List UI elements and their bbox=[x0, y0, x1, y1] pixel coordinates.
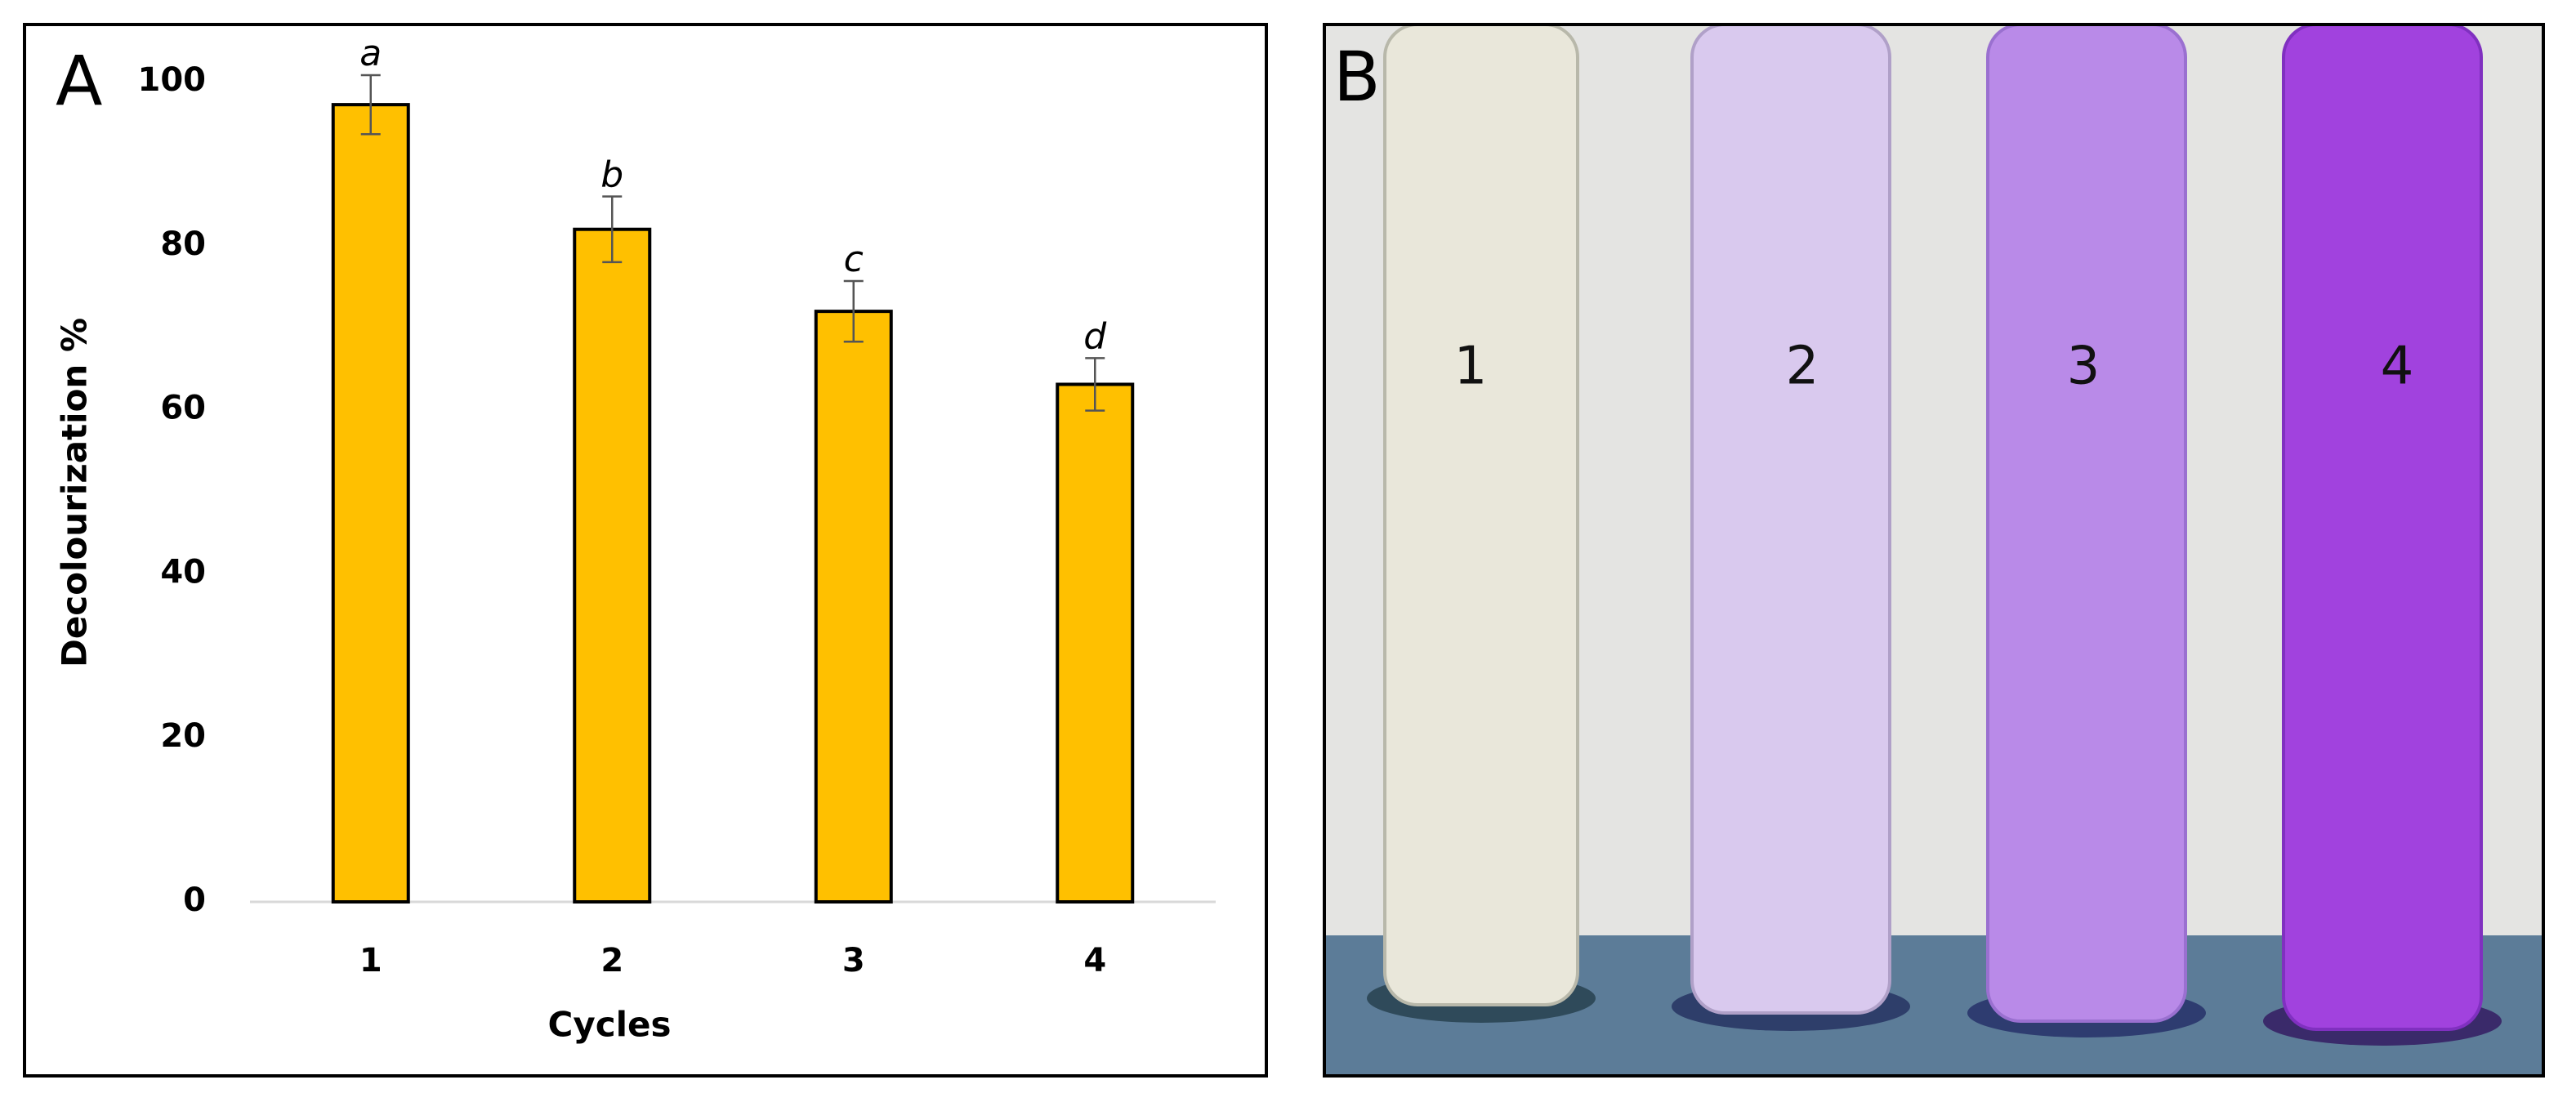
x-tick-label: 1 bbox=[359, 942, 382, 979]
x-axis-title: Cycles bbox=[548, 1005, 672, 1045]
x-tick-label: 2 bbox=[600, 942, 623, 979]
y-tick-label: 20 bbox=[160, 717, 206, 755]
y-tick-label: 100 bbox=[138, 61, 207, 99]
error-bar bbox=[602, 195, 623, 264]
y-tick-label: 0 bbox=[183, 881, 206, 919]
y-tick-label: 40 bbox=[160, 553, 206, 591]
panel-label: B bbox=[1333, 37, 1381, 117]
tube-label: 1 bbox=[1454, 337, 1488, 397]
significance-letter: c bbox=[844, 239, 864, 280]
y-tick-label: 80 bbox=[160, 225, 206, 263]
photo: 1 2 3 4 B bbox=[1323, 23, 2545, 1078]
tube-label: 2 bbox=[1786, 337, 1819, 397]
error-bar bbox=[1085, 357, 1105, 412]
tube bbox=[1383, 23, 1579, 1006]
error-bar bbox=[360, 74, 381, 136]
error-bar bbox=[843, 279, 864, 343]
tube-label: 4 bbox=[2381, 337, 2414, 397]
y-tick-label: 60 bbox=[160, 390, 206, 427]
x-tick-label: 4 bbox=[1083, 942, 1106, 979]
bar bbox=[1056, 382, 1135, 904]
tube bbox=[1986, 23, 2187, 1023]
panel-label: A bbox=[56, 41, 102, 121]
significance-letter: a bbox=[359, 33, 382, 74]
tube bbox=[2282, 23, 2483, 1031]
bar bbox=[331, 103, 410, 904]
tube-label: 3 bbox=[2067, 337, 2101, 397]
tube bbox=[1690, 23, 1891, 1015]
bar bbox=[814, 310, 893, 904]
bar bbox=[573, 227, 652, 904]
significance-letter: b bbox=[600, 154, 623, 196]
significance-letter: d bbox=[1083, 315, 1107, 357]
panel-b-frame bbox=[1323, 23, 2545, 1078]
y-axis-title: Decolourization % bbox=[55, 318, 95, 667]
x-tick-label: 3 bbox=[842, 942, 865, 979]
